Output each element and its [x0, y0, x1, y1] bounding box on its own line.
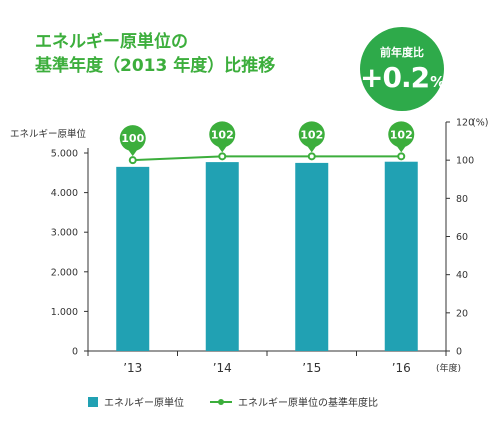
ratio-point: [128, 156, 137, 165]
legend-line-label: エネルギー原単位の基準年度比: [238, 398, 378, 409]
bar: [116, 166, 150, 351]
left-tick-label: 1.000: [51, 307, 78, 318]
left-tick-label: 2.000: [51, 267, 78, 278]
chart-title: エネルギー原単位の 基準年度（2013 年度）比推移: [35, 30, 275, 78]
ratio-data-label: 102: [211, 128, 234, 141]
left-tick-label: 4.000: [51, 188, 78, 199]
yoy-badge-unit: %: [430, 73, 446, 91]
ratio-data-label: 102: [300, 128, 323, 141]
ratio-callout-bubble: [298, 121, 325, 148]
yoy-badge-value: +0.2%: [360, 61, 446, 94]
x-tick-label: ’13: [123, 361, 142, 375]
yoy-badge: 前年度比 +0.2%: [360, 27, 446, 111]
legend-line-dot: [218, 398, 224, 405]
ratio-point: [218, 152, 227, 161]
right-tick-label: 0: [456, 347, 462, 358]
right-tick-label: 40: [456, 270, 468, 281]
ratio-callout-bubble: [209, 121, 236, 148]
x-axis-unit: (年度): [436, 362, 461, 374]
yoy-badge-number: +0.2: [360, 61, 430, 94]
yoy-badge-label: 前年度比: [380, 46, 424, 59]
left-tick-label: 0: [72, 347, 78, 358]
right-tick-label: 100: [456, 156, 474, 167]
x-tick-label: ’14: [213, 361, 232, 375]
legend-bar-swatch: [88, 396, 98, 407]
legend-bar-label: エネルギー原単位: [104, 398, 184, 409]
left-tick-label: 5.000: [51, 149, 78, 160]
legend-line-swatch: [210, 397, 232, 407]
ratio-callout-bubble: [388, 121, 415, 148]
x-tick-label: ’15: [302, 361, 321, 375]
ratio-data-label: 100: [121, 132, 144, 145]
legend: エネルギー原単位 エネルギー原単位の基準年度比: [88, 394, 378, 409]
left-axis-label: エネルギー原単位: [10, 128, 87, 140]
ratio-point: [307, 152, 316, 161]
ratio-callout-bubble: [119, 125, 146, 152]
x-tick-label: ’16: [392, 361, 411, 375]
ratio-data-label: 102: [390, 128, 413, 141]
bar: [205, 162, 239, 351]
right-tick-label: 60: [456, 232, 468, 243]
right-tick-label: 20: [456, 308, 468, 319]
bar: [384, 161, 418, 351]
ratio-point: [397, 152, 406, 161]
right-tick-label: 80: [456, 194, 468, 205]
bar: [295, 162, 329, 351]
left-tick-label: 3.000: [51, 228, 78, 239]
right-tick-label: 120: [456, 118, 474, 129]
chart-title-line1: エネルギー原単位の: [35, 32, 188, 52]
right-axis-unit: (%): [472, 118, 488, 129]
chart-title-line2: 基準年度（2013 年度）比推移: [35, 56, 276, 76]
ratio-line: [132, 155, 402, 162]
